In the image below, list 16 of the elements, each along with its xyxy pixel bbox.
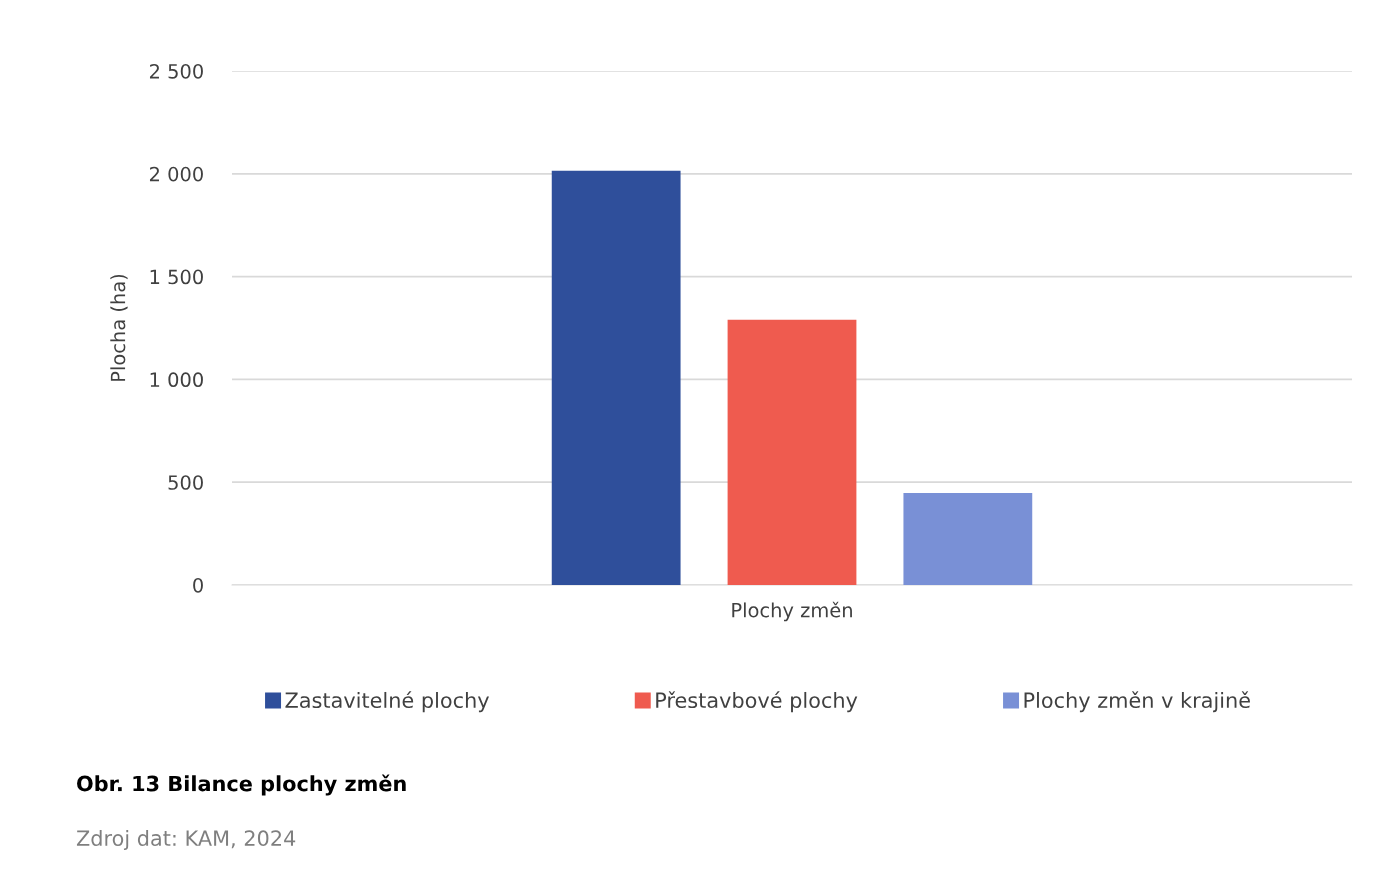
text: Zdroj dat: KAM, 2024 bbox=[76, 829, 296, 851]
y-axis-title: Plocha (ha) bbox=[110, 274, 128, 381]
y-tick-label: 2 000 bbox=[149, 166, 203, 182]
legend-label: Přestavbové plochy bbox=[656, 691, 858, 713]
legend-label: Zastavitelné plochy bbox=[285, 691, 489, 713]
y-tick-label: 0 bbox=[193, 577, 203, 593]
y-tick-label: 2 500 bbox=[149, 63, 203, 79]
bar bbox=[903, 493, 1033, 585]
y-tick-label: 500 bbox=[168, 475, 203, 490]
bar bbox=[551, 170, 681, 585]
legend-label: Plochy změn v krajině bbox=[1024, 691, 1250, 713]
y-tick-label: 1 000 bbox=[150, 372, 203, 388]
x-tick-label: Plochy změn bbox=[732, 601, 852, 622]
text: Obr. 13 Bilance plochy změn bbox=[77, 774, 406, 796]
y-tick-label: 1 500 bbox=[150, 269, 203, 285]
bar bbox=[727, 319, 857, 585]
